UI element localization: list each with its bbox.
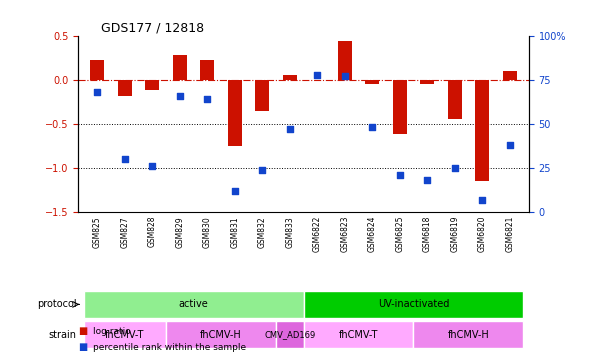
Text: UV-inactivated: UV-inactivated	[378, 300, 449, 310]
Bar	[393, 80, 406, 135]
Text: GSM6820: GSM6820	[478, 216, 487, 252]
Text: strain: strain	[49, 330, 77, 340]
Text: GSM829: GSM829	[175, 216, 185, 247]
Point	[175, 93, 185, 99]
Point	[147, 164, 157, 169]
Bar	[475, 80, 489, 181]
Text: active: active	[178, 300, 209, 310]
Text: percentile rank within the sample: percentile rank within the sample	[93, 343, 246, 352]
Text: GSM825: GSM825	[93, 216, 102, 247]
Bar	[365, 80, 379, 84]
Text: GSM832: GSM832	[258, 216, 267, 247]
Bar	[420, 80, 434, 84]
Text: fhCMV-T: fhCMV-T	[105, 330, 145, 340]
FancyBboxPatch shape	[304, 291, 523, 318]
Bar	[338, 41, 352, 80]
Bar	[173, 55, 187, 80]
FancyBboxPatch shape	[84, 291, 304, 318]
Point	[313, 72, 322, 77]
Text: log ratio: log ratio	[93, 327, 131, 336]
Bar	[283, 75, 297, 80]
Text: fhCMV-H: fhCMV-H	[200, 330, 242, 340]
Point	[93, 89, 102, 95]
Bar	[255, 80, 269, 111]
Text: GSM6819: GSM6819	[450, 216, 459, 252]
Text: GSM827: GSM827	[120, 216, 129, 247]
Point	[505, 142, 514, 148]
Text: CMV_AD169: CMV_AD169	[264, 330, 316, 339]
FancyBboxPatch shape	[304, 321, 413, 348]
Text: GDS177 / 12818: GDS177 / 12818	[101, 21, 204, 35]
Point	[120, 156, 130, 162]
Point	[395, 172, 404, 178]
Point	[257, 167, 267, 172]
Point	[340, 74, 350, 79]
Point	[367, 125, 377, 130]
Text: GSM833: GSM833	[285, 216, 294, 248]
Point	[230, 188, 240, 194]
Bar	[503, 71, 516, 80]
Text: GSM830: GSM830	[203, 216, 212, 248]
Text: GSM831: GSM831	[230, 216, 239, 247]
Point	[423, 177, 432, 183]
FancyBboxPatch shape	[84, 321, 166, 348]
FancyBboxPatch shape	[166, 321, 276, 348]
Text: GSM6824: GSM6824	[368, 216, 377, 252]
Text: ■: ■	[78, 342, 87, 352]
Text: GSM6818: GSM6818	[423, 216, 432, 252]
FancyBboxPatch shape	[413, 321, 523, 348]
Text: GSM6821: GSM6821	[505, 216, 514, 252]
Point	[450, 165, 460, 171]
Point	[285, 126, 294, 132]
Text: ■: ■	[78, 326, 87, 336]
Bar	[448, 80, 462, 120]
Bar	[228, 80, 242, 146]
Bar	[201, 60, 214, 80]
Text: fhCMV-T: fhCMV-T	[339, 330, 378, 340]
Text: GSM6825: GSM6825	[395, 216, 404, 252]
Bar	[145, 80, 159, 90]
FancyBboxPatch shape	[276, 321, 304, 348]
Text: GSM6823: GSM6823	[340, 216, 349, 252]
Text: GSM6822: GSM6822	[313, 216, 322, 252]
Text: fhCMV-H: fhCMV-H	[448, 330, 489, 340]
Point	[477, 197, 487, 202]
Text: protocol: protocol	[37, 300, 77, 310]
Bar	[118, 80, 132, 96]
Bar	[91, 60, 104, 80]
Point	[203, 96, 212, 102]
Text: GSM828: GSM828	[148, 216, 157, 247]
